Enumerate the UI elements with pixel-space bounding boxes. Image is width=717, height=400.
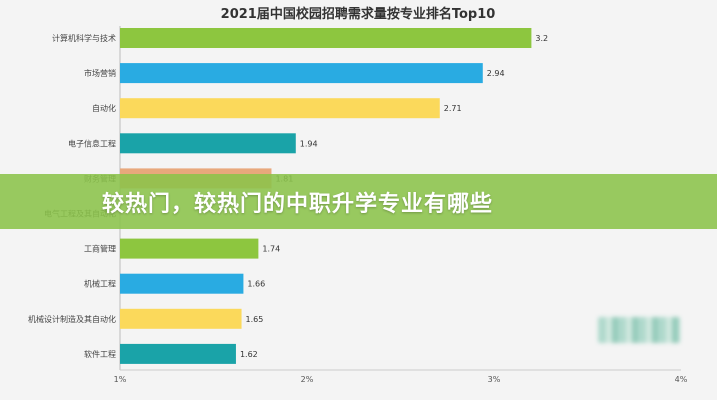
value-label: 2.71 (444, 104, 462, 113)
category-label: 计算机科学与技术 (52, 33, 116, 43)
category-label: 软件工程 (84, 349, 116, 359)
x-tick-label: 2% (301, 375, 314, 384)
value-label: 2.94 (487, 69, 505, 78)
bar (120, 343, 236, 364)
value-label: 1.94 (300, 139, 318, 148)
category-label: 电子信息工程 (68, 138, 116, 148)
category-label: 自动化 (92, 103, 116, 113)
value-label: 1.65 (246, 315, 264, 324)
bar (120, 98, 440, 119)
bar (120, 308, 242, 329)
bar (120, 238, 259, 259)
banner-title: 较热门，较热门的中职升学专业有哪些 (102, 191, 494, 217)
x-ticks-group: 1% 2% 3% 4% (114, 375, 688, 384)
value-label: 3.2 (535, 34, 548, 43)
value-label: 1.66 (247, 280, 265, 289)
bar (120, 28, 532, 48)
value-label: 1.74 (262, 245, 280, 254)
bar (120, 273, 244, 294)
title-banner: 较热门，较热门的中职升学专业有哪些 (0, 174, 717, 229)
category-label: 机械工程 (84, 279, 116, 289)
category-label: 机械设计制造及其自动化 (28, 314, 116, 324)
category-label: 市场营销 (84, 68, 116, 78)
category-label: 工商管理 (84, 244, 116, 254)
value-label: 1.62 (240, 350, 258, 359)
chart-title: 2021届中国校园招聘需求量按专业排名Top10 (221, 6, 496, 22)
x-tick-label: 1% (114, 375, 127, 384)
x-tick-label: 4% (675, 375, 688, 384)
bar (120, 133, 296, 154)
x-tick-label: 3% (488, 375, 501, 384)
bar (120, 63, 483, 84)
blurred-watermark (598, 317, 680, 343)
